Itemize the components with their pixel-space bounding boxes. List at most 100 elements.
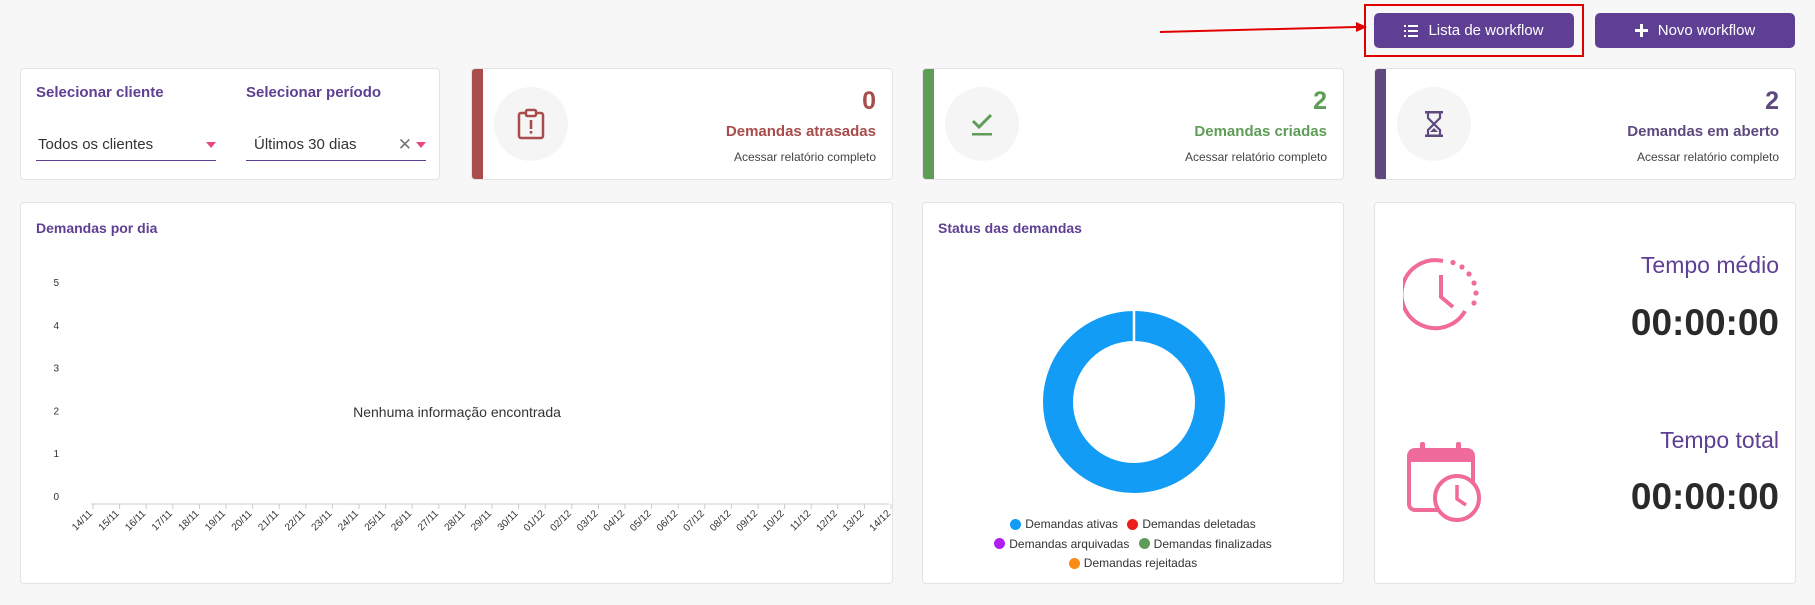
legend-item[interactable]: Demandas ativas bbox=[1010, 515, 1118, 533]
annotation-arrow bbox=[1160, 22, 1367, 33]
x-tick-label: 15/11 bbox=[97, 508, 122, 533]
calendar-clock-icon bbox=[1407, 442, 1481, 522]
period-filter-label: Selecionar período bbox=[246, 84, 382, 101]
stat-count: 0 bbox=[862, 87, 876, 115]
client-select-value: Todos os clientes bbox=[38, 136, 154, 153]
stat-card-open[interactable]: 2 Demandas em aberto Acessar relatório c… bbox=[1374, 68, 1796, 180]
client-filter: Selecionar cliente bbox=[36, 84, 164, 101]
plus-icon bbox=[1634, 24, 1648, 37]
daily-chart-title: Demandas por dia bbox=[36, 220, 158, 236]
legend-label: Demandas rejeitadas bbox=[1083, 556, 1198, 570]
period-filter: Selecionar período bbox=[246, 84, 381, 101]
y-tick-label: 0 bbox=[53, 492, 59, 503]
legend-item[interactable]: Demandas arquivadas bbox=[994, 535, 1129, 553]
chevron-down-icon[interactable] bbox=[416, 142, 426, 148]
x-tick-label: 27/11 bbox=[416, 508, 441, 533]
x-tick-label: 21/11 bbox=[256, 508, 281, 533]
legend-label: Demandas ativas bbox=[1025, 517, 1118, 531]
filters-card: Selecionar cliente Todos os clientes Sel… bbox=[20, 68, 440, 180]
x-tick-label: 28/11 bbox=[443, 508, 468, 533]
clear-icon[interactable]: ✕ bbox=[397, 135, 412, 154]
legend-dot bbox=[1010, 518, 1022, 530]
legend-label: Demandas finalizadas bbox=[1153, 536, 1272, 551]
status-donut-chart bbox=[1043, 311, 1225, 493]
y-tick-label: 5 bbox=[53, 278, 59, 289]
period-select[interactable]: Últimos 30 dias ✕ bbox=[246, 133, 426, 161]
x-tick-label: 30/11 bbox=[496, 508, 521, 533]
x-tick-label: 02/12 bbox=[548, 508, 574, 534]
hourglass-icon bbox=[1397, 87, 1471, 161]
daily-chart: 0 1 2 3 4 5 14/11 15/11 16/11 17/11 18/11 19/11 20/1… bbox=[53, 278, 894, 534]
stat-title: Demandas atrasadas bbox=[725, 123, 876, 140]
donut-slice bbox=[1043, 311, 1225, 493]
x-tick-label: 01/12 bbox=[522, 508, 548, 534]
x-tick-label: 14/11 bbox=[70, 508, 95, 533]
status-chart-title: Status das demandas bbox=[938, 220, 1082, 236]
workflow-list-button[interactable]: Lista de workflow bbox=[1374, 13, 1574, 48]
client-select[interactable]: Todos os clientes bbox=[36, 133, 216, 161]
check-icon bbox=[945, 87, 1019, 161]
legend-label: Demandas arquivadas bbox=[1009, 536, 1130, 551]
x-tick-label: 17/11 bbox=[150, 508, 175, 533]
workflow-list-label: Lista de workflow bbox=[1428, 22, 1544, 39]
stat-title: Demandas criadas bbox=[1194, 123, 1327, 140]
client-filter-label: Selecionar cliente bbox=[36, 84, 164, 101]
legend-label: Demandas deletadas bbox=[1142, 517, 1256, 531]
y-tick-label: 1 bbox=[53, 449, 59, 460]
status-chart-card: Status das demandas Demandas ativas Dema… bbox=[922, 202, 1344, 584]
x-tick-label: 20/11 bbox=[230, 508, 255, 533]
x-tick-label: 13/12 bbox=[841, 508, 867, 534]
x-tick-label: 14/12 bbox=[868, 508, 894, 534]
report-link[interactable]: Acessar relatório completo bbox=[1636, 150, 1779, 164]
x-tick-label: 16/11 bbox=[123, 508, 148, 533]
empty-chart-message: Nenhuma informação encontrada bbox=[353, 404, 561, 420]
x-tick-label: 04/12 bbox=[602, 508, 628, 534]
x-tick-label: 08/12 bbox=[708, 508, 734, 534]
x-tick-label: 24/11 bbox=[336, 508, 361, 533]
stat-card-created[interactable]: 2 Demandas criadas Acessar relatório com… bbox=[922, 68, 1344, 180]
time-card: Tempo médio 00:00:00 Tempo total 00:00:0… bbox=[1374, 202, 1796, 584]
x-tick-label: 06/12 bbox=[655, 508, 681, 534]
x-tick-label: 25/11 bbox=[363, 508, 388, 533]
daily-chart-card: Demandas por dia 0 1 2 3 4 5 14/11 15/11 16/11 17… bbox=[20, 202, 893, 584]
legend-dot bbox=[1068, 557, 1080, 569]
x-tick-label: 26/11 bbox=[389, 508, 414, 533]
new-workflow-button[interactable]: Novo workflow bbox=[1595, 13, 1795, 48]
x-tick-label: 07/12 bbox=[681, 508, 707, 534]
stat-card-late[interactable]: 0 Demandas atrasadas Acessar relatório c… bbox=[471, 68, 893, 180]
status-legend: Demandas ativas Demandas deletadas Deman… bbox=[923, 515, 1343, 574]
x-tick-label: 29/11 bbox=[469, 508, 494, 533]
x-tick-label: 12/12 bbox=[814, 508, 840, 534]
y-tick-label: 2 bbox=[53, 406, 59, 417]
legend-dot bbox=[994, 538, 1006, 549]
stat-title: Demandas em aberto bbox=[1627, 123, 1779, 140]
total-time-label: Tempo total bbox=[1660, 427, 1779, 453]
report-link[interactable]: Acessar relatório completo bbox=[733, 150, 876, 164]
stat-color-bar bbox=[923, 69, 934, 179]
y-tick-label: 3 bbox=[53, 364, 59, 375]
report-link[interactable]: Acessar relatório completo bbox=[1184, 150, 1327, 164]
x-tick-label: 05/12 bbox=[628, 508, 654, 534]
stat-color-bar bbox=[472, 69, 483, 179]
period-select-value: Últimos 30 dias bbox=[254, 136, 357, 153]
x-tick-label: 03/12 bbox=[575, 508, 601, 534]
legend-item[interactable]: Demandas deletadas bbox=[1127, 515, 1256, 533]
chevron-down-icon[interactable] bbox=[206, 142, 216, 148]
x-tick-label: 11/12 bbox=[788, 508, 813, 533]
clipboard-alert-icon bbox=[494, 87, 568, 161]
total-time-value: 00:00:00 bbox=[1630, 476, 1779, 517]
x-tick-label: 10/12 bbox=[761, 508, 787, 534]
stat-count: 2 bbox=[1313, 87, 1327, 115]
legend-dot bbox=[1127, 518, 1139, 530]
legend-item[interactable]: Demandas finalizadas bbox=[1138, 535, 1272, 553]
annotation-highlight-box bbox=[1364, 4, 1584, 57]
x-tick-label: 09/12 bbox=[735, 508, 761, 534]
x-tick-label: 23/11 bbox=[310, 508, 335, 533]
average-time-label: Tempo médio bbox=[1640, 252, 1779, 278]
list-icon bbox=[1404, 24, 1419, 37]
y-tick-label: 4 bbox=[53, 321, 59, 332]
legend-item[interactable]: Demandas rejeitadas bbox=[1068, 554, 1198, 572]
stat-color-bar bbox=[1375, 69, 1386, 179]
new-workflow-label: Novo workflow bbox=[1657, 22, 1756, 39]
legend-dot bbox=[1138, 538, 1150, 549]
